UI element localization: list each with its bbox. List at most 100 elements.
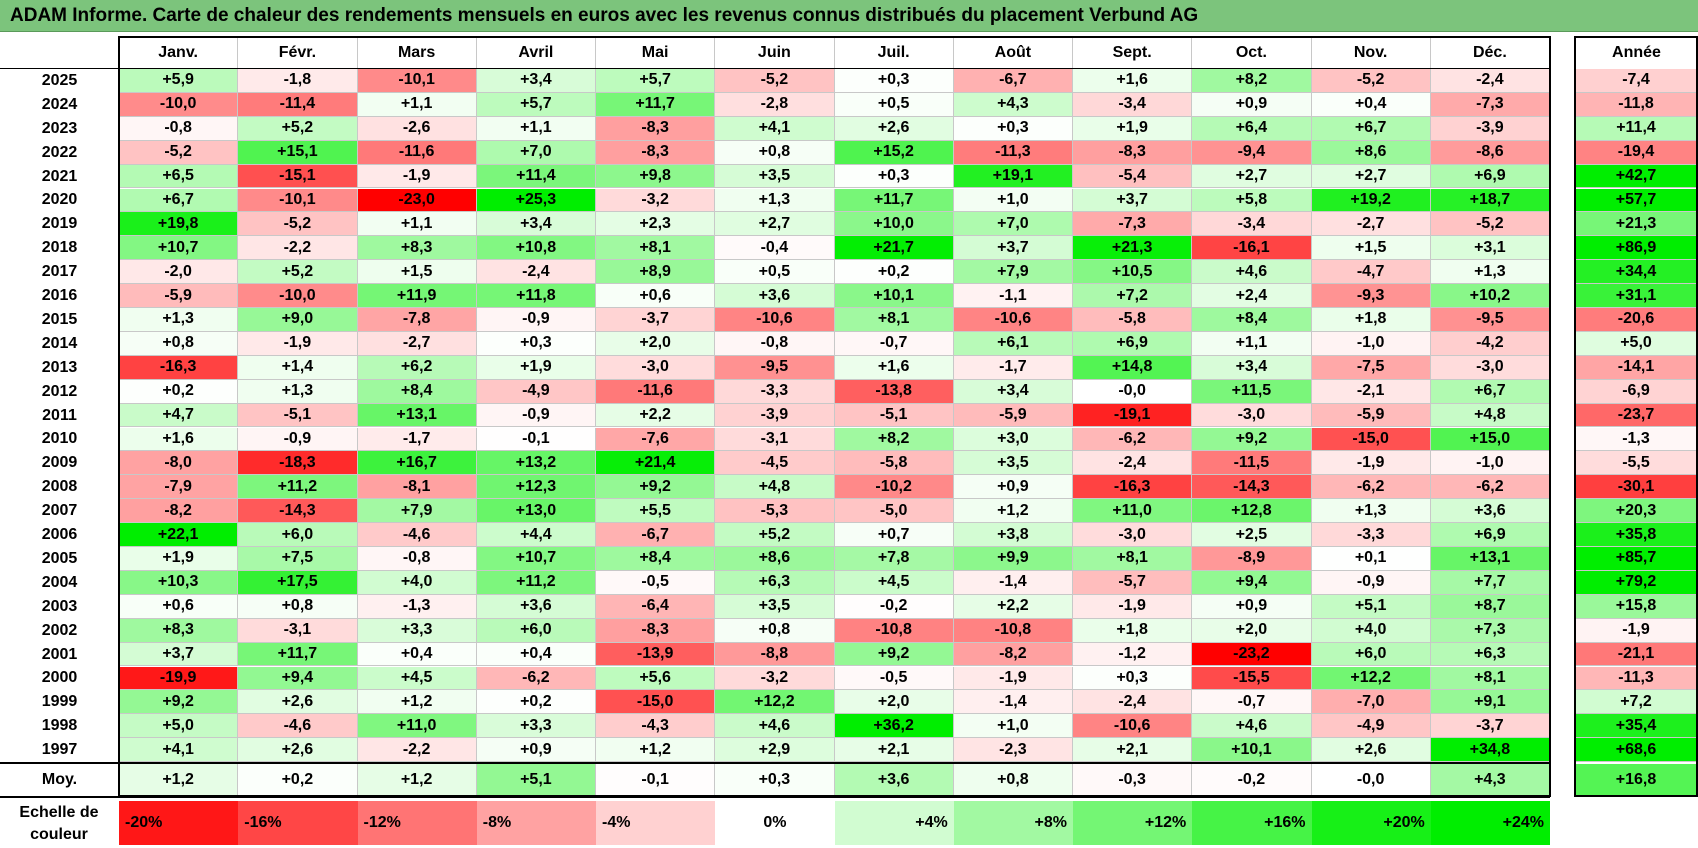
heatmap-cell: -7,5: [1311, 355, 1431, 380]
heatmap-cell: -0,8: [119, 116, 239, 141]
year-label: 2022: [41, 143, 78, 161]
heatmap-cell: +6,2: [357, 355, 477, 380]
heatmap-cell: +1,1: [357, 212, 477, 237]
heatmap-cell: +15,1: [238, 140, 358, 165]
color-scale-step: +4%: [834, 801, 954, 845]
heatmap-cell: -3,1: [715, 427, 835, 452]
year-total-cell: +31,1: [1575, 284, 1698, 308]
heatmap-cell: -3,0: [1073, 523, 1193, 547]
heatmap-cell: -5,9: [1311, 403, 1431, 428]
color-scale-step: +8%: [953, 801, 1073, 845]
heatmap-cell: +4,6: [1192, 714, 1312, 739]
heatmap-cell: +11,5: [1192, 379, 1312, 404]
year-total-cell: +11,4: [1575, 116, 1698, 141]
color-scale-step: 0%: [715, 801, 835, 845]
heatmap-cell: +8,2: [834, 427, 954, 452]
heatmap-cell: +1,1: [476, 116, 596, 141]
year-label: 2017: [41, 263, 78, 281]
heatmap-cell: +12,8: [1192, 499, 1312, 524]
year-total-cell: +35,4: [1575, 714, 1698, 739]
heatmap-cell: -1,3: [357, 594, 477, 619]
heatmap-cell: +8,7: [1430, 594, 1550, 619]
month-header: Déc.: [1430, 37, 1550, 69]
heatmap-cell: -0,9: [238, 427, 358, 452]
heatmap-cell: +5,7: [596, 69, 716, 93]
heatmap-cell: -1,7: [357, 427, 477, 452]
year-label: 2013: [41, 358, 78, 376]
heatmap-cell: -2,4: [1073, 451, 1193, 476]
heatmap-cell: +1,5: [357, 260, 477, 285]
month-header: Avril: [476, 37, 596, 69]
heatmap-cell: +21,4: [596, 451, 716, 476]
year-label: 1997: [41, 741, 78, 759]
heatmap-cell: +6,9: [1430, 523, 1550, 547]
heatmap-cell: +13,1: [357, 403, 477, 428]
year-total-cell: +15,8: [1575, 594, 1698, 619]
heatmap-cell: +1,6: [1073, 69, 1193, 93]
heatmap-cell: -5,2: [1311, 69, 1431, 93]
year-label: 2010: [41, 430, 78, 448]
heatmap-cell: +3,6: [1430, 499, 1550, 524]
heatmap-cell: -9,4: [1192, 140, 1312, 165]
heatmap-cell: -16,1: [1192, 236, 1312, 261]
heatmap-cell: +0,8: [119, 331, 239, 356]
heatmap-cell: +3,5: [953, 451, 1073, 476]
heatmap-cell: +21,7: [834, 236, 954, 261]
heatmap-cell: +1,3: [1430, 260, 1550, 285]
heatmap-cell: -9,5: [715, 355, 835, 380]
heatmap-cell: +3,0: [953, 427, 1073, 452]
year-label: 2020: [41, 191, 78, 209]
chart-title: ADAM Informe. Carte de chaleur des rende…: [0, 0, 1698, 32]
heatmap-cell: +0,5: [715, 260, 835, 285]
heatmap-cell: +6,3: [1430, 642, 1550, 667]
heatmap-cell: +1,1: [357, 92, 477, 117]
heatmap-cell: +9,2: [834, 642, 954, 667]
heatmap-cell: -11,6: [596, 379, 716, 404]
year-total-cell: -20,6: [1575, 308, 1698, 332]
year-label: 2021: [41, 167, 78, 185]
heatmap-cell: -1,7: [953, 355, 1073, 380]
heatmap-cell: -0,9: [1311, 570, 1431, 595]
heatmap-cell: -1,8: [238, 69, 358, 93]
heatmap-cell: -7,8: [357, 308, 477, 332]
average-cell: +1,2: [119, 764, 239, 797]
average-total-cell: +16,8: [1575, 764, 1698, 797]
heatmap-cell: -3,9: [715, 403, 835, 428]
heatmap-cell: +10,1: [1192, 738, 1312, 763]
heatmap-cell: -10,0: [238, 284, 358, 308]
year-label: 2002: [41, 621, 78, 639]
heatmap-cell: +9,2: [119, 690, 239, 715]
heatmap-cell: -4,9: [1311, 714, 1431, 739]
year-label: 2003: [41, 597, 78, 615]
heatmap-cell: +8,1: [834, 308, 954, 332]
heatmap-cell: -2,4: [476, 260, 596, 285]
heatmap-cell: +2,0: [1192, 618, 1312, 643]
average-bottom-line: [0, 796, 1550, 799]
heatmap-cell: -5,9: [119, 284, 239, 308]
heatmap-cell: -6,4: [596, 594, 716, 619]
heatmap-cell: -3,2: [715, 666, 835, 691]
year-total-cell: -11,3: [1575, 666, 1698, 691]
heatmap-cell: +3,5: [715, 164, 835, 189]
heatmap-cell: -2,2: [238, 236, 358, 261]
average-cell: +0,2: [238, 764, 358, 797]
heatmap-cell: -0,0: [1073, 379, 1193, 404]
heatmap-cell: -4,5: [715, 451, 835, 476]
heatmap-cell: -5,2: [238, 212, 358, 237]
average-cell: -0,0: [1311, 764, 1431, 797]
color-scale-step: +20%: [1311, 801, 1431, 845]
heatmap-cell: +3,5: [715, 594, 835, 619]
heatmap-cell: +2,2: [596, 403, 716, 428]
heatmap-cell: +8,6: [715, 547, 835, 571]
heatmap-cell: +6,1: [953, 331, 1073, 356]
month-header: Oct.: [1192, 37, 1312, 69]
heatmap-cell: +19,8: [119, 212, 239, 237]
heatmap-cell: -3,7: [596, 308, 716, 332]
heatmap-cell: -7,3: [1430, 92, 1550, 117]
heatmap-cell: -8,0: [119, 451, 239, 476]
heatmap-cell: +2,0: [834, 690, 954, 715]
heatmap-cell: +0,7: [834, 523, 954, 547]
heatmap-cell: +13,0: [476, 499, 596, 524]
year-total-cell: -14,1: [1575, 355, 1698, 380]
heatmap-cell: +11,4: [476, 164, 596, 189]
